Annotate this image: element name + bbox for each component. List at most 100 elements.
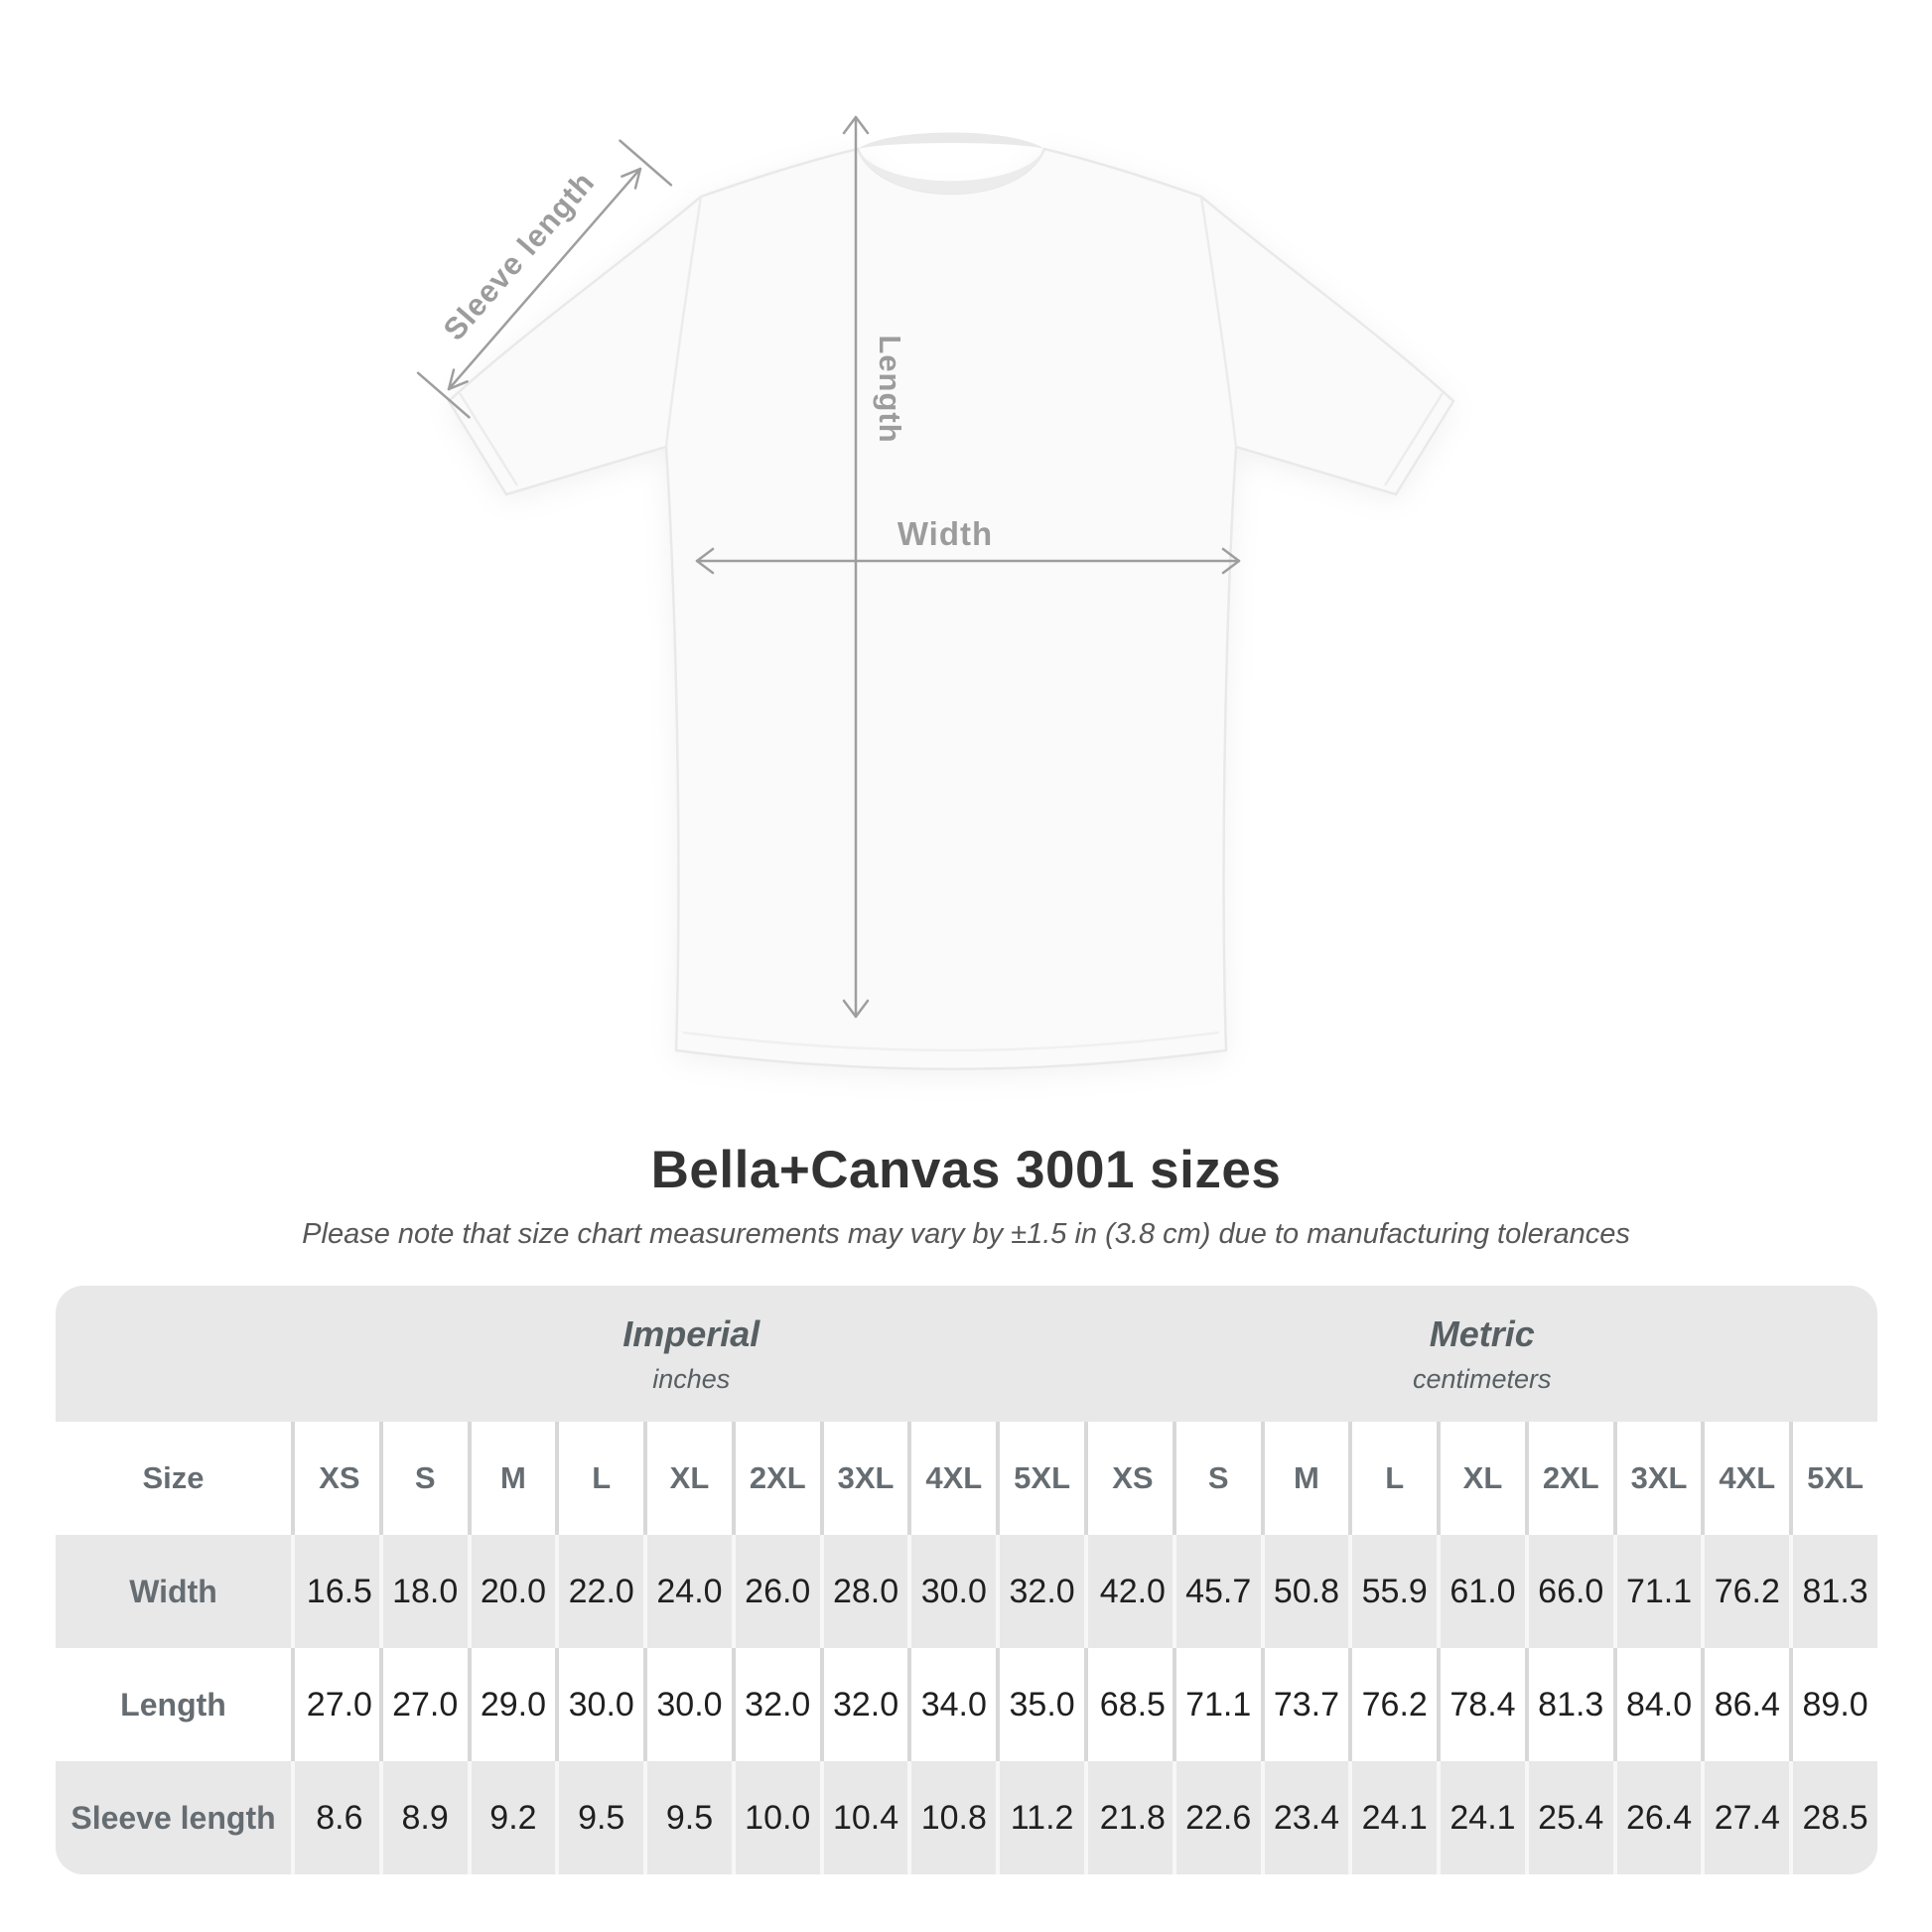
- value-cell: 10.0: [735, 1761, 820, 1874]
- value-cell: 8.6: [295, 1761, 379, 1874]
- size-header-cell: 4XL: [911, 1422, 997, 1535]
- value-cell: 34.0: [911, 1648, 997, 1761]
- value-cell: 11.2: [1000, 1761, 1084, 1874]
- size-header-cell: 2XL: [1528, 1422, 1613, 1535]
- size-header-cell: XS: [1088, 1422, 1173, 1535]
- value-cell: 45.7: [1175, 1535, 1261, 1648]
- size-header-cell: XL: [647, 1422, 732, 1535]
- value-cell: 27.4: [1705, 1761, 1790, 1874]
- value-cell: 22.6: [1175, 1761, 1261, 1874]
- unit-group-metric: Metric centimeters: [1087, 1313, 1878, 1395]
- size-header-cell: L: [559, 1422, 644, 1535]
- value-cell: 10.8: [911, 1761, 997, 1874]
- value-cell: 76.2: [1705, 1535, 1790, 1648]
- imperial-heading: Imperial: [622, 1312, 760, 1354]
- value-cell: 27.0: [382, 1648, 468, 1761]
- value-cell: 30.0: [647, 1648, 732, 1761]
- value-cell: 16.5: [295, 1535, 379, 1648]
- value-cell: 66.0: [1528, 1535, 1613, 1648]
- value-cell: 50.8: [1264, 1535, 1349, 1648]
- value-cell: 42.0: [1088, 1535, 1173, 1648]
- value-cell: 8.9: [382, 1761, 468, 1874]
- value-cell: 81.3: [1793, 1535, 1877, 1648]
- width-label: Width: [897, 515, 994, 552]
- size-header-cell: M: [1264, 1422, 1349, 1535]
- value-cell: 28.5: [1793, 1761, 1877, 1874]
- page-title: Bella+Canvas 3001 sizes: [650, 1141, 1282, 1199]
- value-cell: 30.0: [559, 1648, 644, 1761]
- value-cell: 68.5: [1088, 1648, 1173, 1761]
- size-header-cell: 5XL: [1000, 1422, 1084, 1535]
- value-cell: 32.0: [735, 1648, 820, 1761]
- row-label: Sleeve length: [56, 1761, 291, 1874]
- tshirt-outline: [447, 147, 1455, 1070]
- value-cell: 20.0: [471, 1535, 556, 1648]
- row-label: Width: [56, 1535, 291, 1648]
- value-cell: 24.1: [1441, 1761, 1525, 1874]
- unit-group-imperial: Imperial inches: [296, 1313, 1087, 1395]
- collar-back: [858, 132, 1044, 149]
- size-header-cell: 5XL: [1793, 1422, 1877, 1535]
- table-row-length: Length 27.0 27.0 29.0 30.0 30.0 32.0 32.…: [56, 1648, 1877, 1761]
- table-row-sleeve-length: Sleeve length 8.6 8.9 9.2 9.5 9.5 10.0 1…: [56, 1761, 1877, 1874]
- value-cell: 55.9: [1352, 1535, 1438, 1648]
- value-cell: 22.0: [559, 1535, 644, 1648]
- size-header-cell: XS: [295, 1422, 379, 1535]
- value-cell: 28.0: [823, 1535, 908, 1648]
- row-label: Length: [56, 1648, 291, 1761]
- value-cell: 71.1: [1175, 1648, 1261, 1761]
- value-cell: 9.5: [647, 1761, 732, 1874]
- dimension-arrows: [416, 115, 1241, 1019]
- value-cell: 30.0: [911, 1535, 997, 1648]
- value-cell: 9.5: [559, 1761, 644, 1874]
- table-header-row: Size XS S M L XL 2XL 3XL 4XL 5XL XS S M …: [56, 1422, 1877, 1535]
- value-cell: 29.0: [471, 1648, 556, 1761]
- size-header-cell: L: [1352, 1422, 1438, 1535]
- size-header-cell: 3XL: [823, 1422, 908, 1535]
- value-cell: 26.4: [1616, 1761, 1702, 1874]
- value-cell: 86.4: [1705, 1648, 1790, 1761]
- size-header-cell: M: [471, 1422, 556, 1535]
- value-cell: 24.1: [1352, 1761, 1438, 1874]
- size-header-cell: 2XL: [735, 1422, 820, 1535]
- tshirt-seams: [458, 196, 1445, 1052]
- value-cell: 25.4: [1528, 1761, 1613, 1874]
- value-cell: 35.0: [1000, 1648, 1084, 1761]
- tshirt-illustration: [416, 115, 1455, 1070]
- value-cell: 27.0: [295, 1648, 379, 1761]
- value-cell: 21.8: [1088, 1761, 1173, 1874]
- length-label: Length: [873, 335, 907, 444]
- metric-heading: Metric: [1429, 1312, 1535, 1354]
- value-cell: 61.0: [1441, 1535, 1525, 1648]
- value-cell: 32.0: [823, 1648, 908, 1761]
- value-cell: 78.4: [1441, 1648, 1525, 1761]
- value-cell: 76.2: [1352, 1648, 1438, 1761]
- value-cell: 71.1: [1616, 1535, 1702, 1648]
- size-header-cell: S: [1175, 1422, 1261, 1535]
- collar-band: [858, 149, 1044, 194]
- value-cell: 81.3: [1528, 1648, 1613, 1761]
- value-cell: 32.0: [1000, 1535, 1084, 1648]
- value-cell: 89.0: [1793, 1648, 1877, 1761]
- value-cell: 26.0: [735, 1535, 820, 1648]
- value-cell: 18.0: [382, 1535, 468, 1648]
- table-corner-label: Size: [56, 1422, 291, 1535]
- value-cell: 24.0: [647, 1535, 732, 1648]
- size-header-cell: XL: [1441, 1422, 1525, 1535]
- metric-unit: centimeters: [1412, 1363, 1552, 1394]
- tshirt-measurement-diagram: Sleeve length Length Width: [416, 115, 1455, 1070]
- width-arrow: [695, 547, 1241, 575]
- value-cell: 23.4: [1264, 1761, 1349, 1874]
- value-cell: 84.0: [1616, 1648, 1702, 1761]
- unit-band: Imperial inches Metric centimeters: [56, 1286, 1877, 1422]
- tolerance-note: Please note that size chart measurements…: [302, 1218, 1630, 1250]
- title-block: Bella+Canvas 3001 sizes Please note that…: [0, 1140, 1932, 1251]
- size-header-cell: 3XL: [1616, 1422, 1702, 1535]
- length-arrow: [842, 115, 870, 1019]
- imperial-unit: inches: [652, 1363, 731, 1394]
- size-header-cell: 4XL: [1705, 1422, 1790, 1535]
- table-row-width: Width 16.5 18.0 20.0 22.0 24.0 26.0 28.0…: [56, 1535, 1877, 1648]
- value-cell: 10.4: [823, 1761, 908, 1874]
- sleeve-length-arrow: [416, 139, 673, 419]
